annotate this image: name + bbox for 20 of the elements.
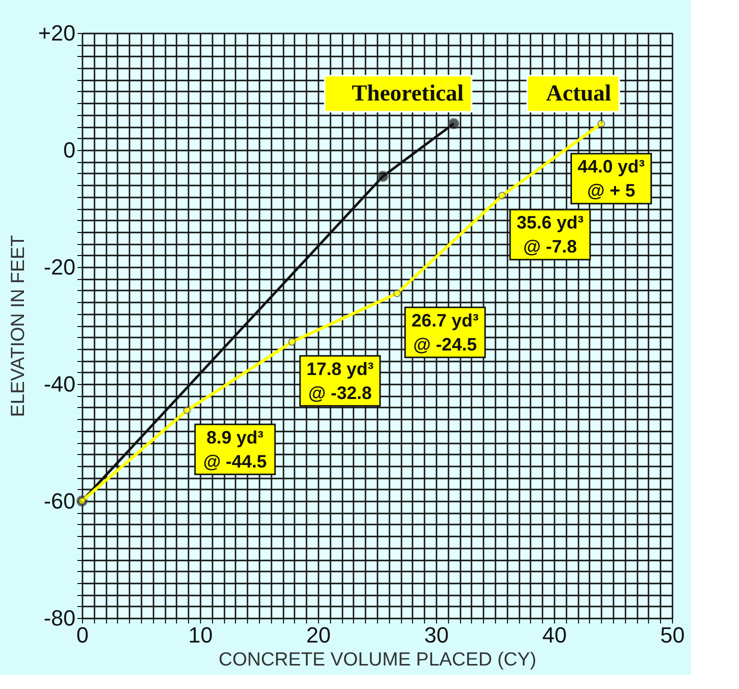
annotation: 44.0 yd³ @ + 5 bbox=[578, 156, 645, 201]
x-tick-label: 10 bbox=[188, 622, 213, 648]
annotation: 26.7 yd³ @ -24.5 bbox=[412, 310, 479, 354]
series-label: Actual bbox=[546, 80, 612, 106]
x-axis-title: CONCRETE VOLUME PLACED (CY) bbox=[218, 650, 536, 670]
annotation: 35.6 yd³ @ -7.8 bbox=[516, 212, 584, 257]
y-axis-title: ELEVATION IN FEET bbox=[8, 234, 30, 417]
x-tick-label: 40 bbox=[542, 622, 567, 648]
series-label: Theoretical bbox=[352, 80, 464, 106]
y-tick-label: +20 bbox=[38, 20, 76, 46]
y-tick-label: -80 bbox=[44, 606, 76, 630]
x-tick-label: 30 bbox=[424, 622, 449, 648]
annotation: 8.9 yd³ @ -44.5 bbox=[203, 427, 267, 472]
y-tick-label: -40 bbox=[44, 372, 76, 396]
x-tick-label: 50 bbox=[660, 622, 685, 648]
x-tick-label: 20 bbox=[306, 622, 331, 648]
y-tick-label: -20 bbox=[44, 254, 76, 280]
y-tick-label: -60 bbox=[44, 488, 76, 514]
annotation: 17.8 yd³ @ -32.8 bbox=[306, 358, 374, 403]
y-tick-label: 0 bbox=[63, 138, 76, 162]
